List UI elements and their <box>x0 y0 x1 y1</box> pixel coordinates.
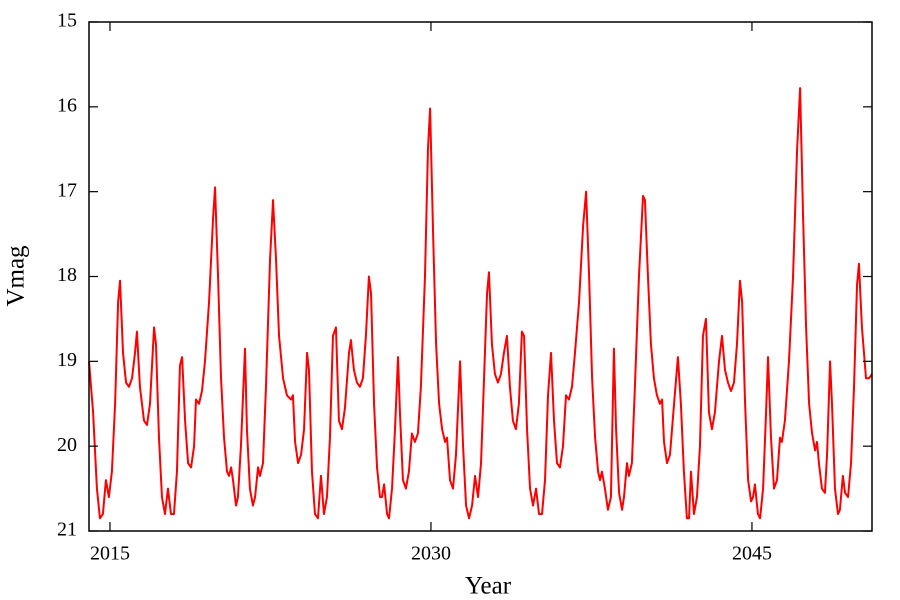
y-tick-label: 17 <box>57 179 77 201</box>
plot-area <box>88 87 873 520</box>
y-axis-title: Vmag <box>3 245 30 307</box>
y-tick-label: 18 <box>57 264 77 286</box>
data-line <box>88 87 873 520</box>
x-axis-title: Year <box>465 573 512 600</box>
x-tick-label: 2015 <box>90 543 130 565</box>
y-tick-label: 19 <box>57 349 77 371</box>
y-tick-label: 21 <box>57 519 77 541</box>
y-tick-label: 16 <box>57 94 77 116</box>
x-tick-label: 2045 <box>732 543 772 565</box>
x-tick-label: 2030 <box>411 543 451 565</box>
y-tick-label: 15 <box>57 10 77 32</box>
y-tick-label: 20 <box>57 434 77 456</box>
